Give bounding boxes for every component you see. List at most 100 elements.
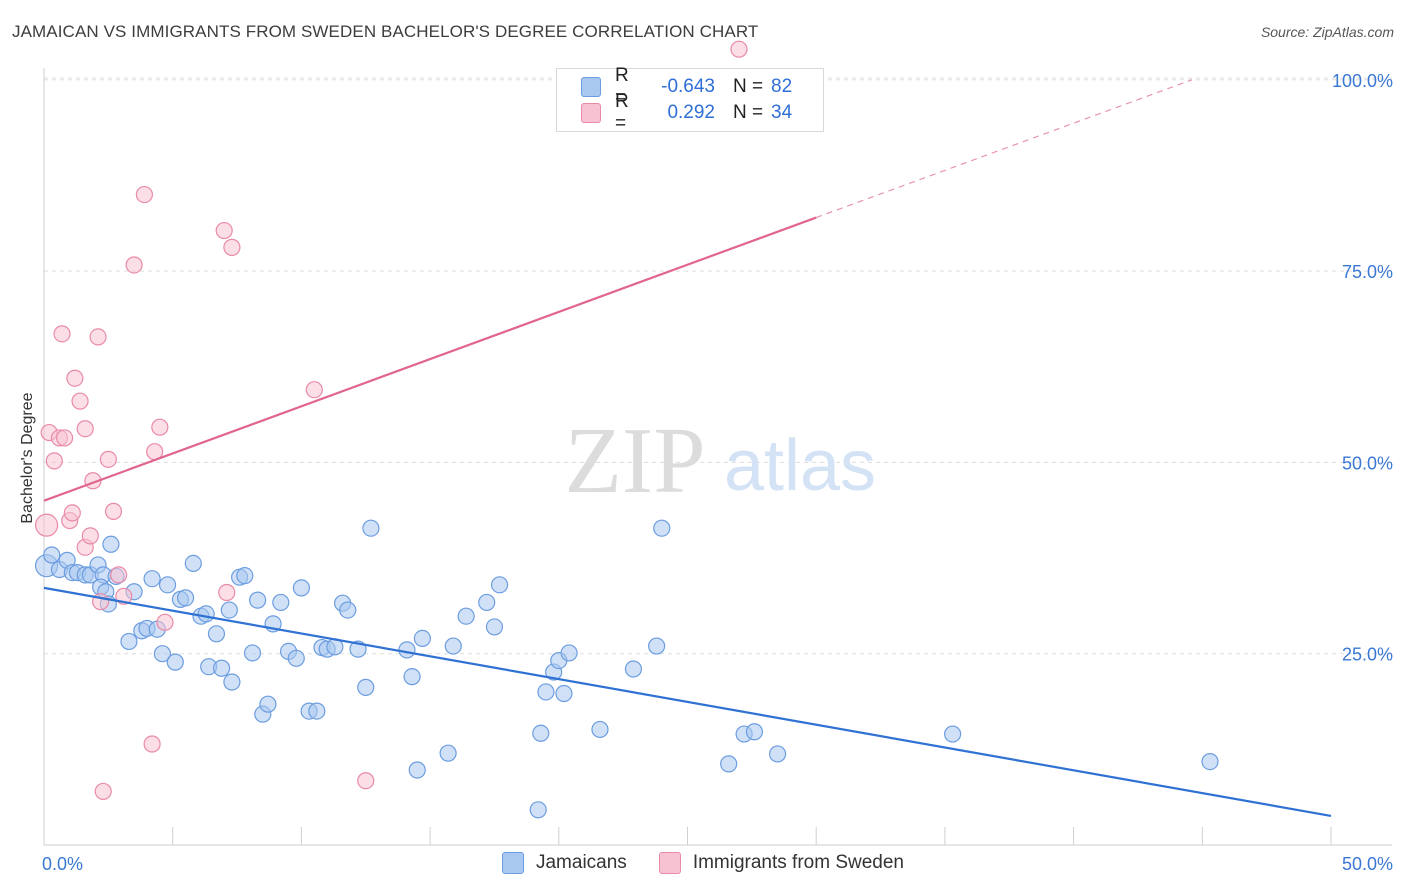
sweden-point xyxy=(104,502,123,520)
sweden-point xyxy=(76,420,94,438)
sweden-point xyxy=(223,238,241,256)
jamaicans-point xyxy=(287,649,305,667)
y-tick-label: 25.0% xyxy=(1342,645,1393,665)
jamaicans-point xyxy=(408,761,426,779)
jamaicans-point xyxy=(176,589,195,607)
jamaicans-point xyxy=(357,678,375,696)
jamaicans-trend-line xyxy=(43,586,1332,818)
jamaicans-point xyxy=(591,720,609,739)
jamaicans-point xyxy=(43,546,61,564)
jamaicans-point xyxy=(243,644,262,662)
jamaicans-point xyxy=(560,644,578,662)
jamaicans-point xyxy=(339,601,357,619)
jamaicans-point xyxy=(532,724,550,742)
y-tick-label: 75.0% xyxy=(1342,262,1393,282)
legend-swatch-jamaicans xyxy=(581,77,601,97)
sweden-point xyxy=(110,566,128,584)
y-tick-label: 50.0% xyxy=(1342,453,1393,473)
x-tick-label: 0.0% xyxy=(42,854,83,874)
sweden-point xyxy=(218,583,236,602)
sweden-point xyxy=(45,452,63,470)
sweden-point xyxy=(81,527,99,545)
sweden-trend-line xyxy=(43,216,817,502)
sweden-point xyxy=(94,782,112,801)
legend-swatch-sweden xyxy=(581,103,601,123)
jamaicans-point xyxy=(308,702,326,720)
jamaicans-point xyxy=(236,567,254,585)
sweden-point xyxy=(89,328,107,346)
y-tick-label: 100.0% xyxy=(1332,71,1393,91)
sweden-point xyxy=(63,504,81,522)
sweden-point xyxy=(125,256,143,274)
tick-labels: 25.0% 50.0% 75.0% 100.0% 0.0% 50.0% xyxy=(42,71,1393,874)
jamaicans-point xyxy=(1201,752,1219,771)
sweden-point xyxy=(34,513,59,537)
sweden-point xyxy=(55,429,74,447)
jamaicans-point xyxy=(120,632,138,651)
jamaicans-point xyxy=(555,684,573,703)
sweden-point xyxy=(71,392,89,410)
legend-row-jamaicans: R = -0.643 N = 82 xyxy=(581,65,793,108)
jamaicans-point xyxy=(490,576,509,594)
jamaicans-point xyxy=(249,591,267,609)
jamaicans-point xyxy=(197,605,215,623)
sweden-point xyxy=(99,450,117,468)
legend-item-jamaicans[interactable]: Jamaicans xyxy=(501,852,627,874)
jamaicans-point xyxy=(213,659,231,677)
source-label: Source: ZipAtlas.com xyxy=(1260,24,1394,40)
jamaicans-point xyxy=(444,637,462,655)
jamaicans-point xyxy=(944,725,962,743)
jamaicans-point xyxy=(720,755,738,773)
jamaicans-point xyxy=(272,593,290,612)
legend-item-sweden[interactable]: Immigrants from Sweden xyxy=(658,852,904,874)
jamaicans-point xyxy=(223,673,241,691)
sweden-point xyxy=(66,369,84,387)
jamaicans-point xyxy=(207,625,226,643)
legend-label-sweden: Immigrants from Sweden xyxy=(692,852,904,873)
trend-lines xyxy=(43,79,1332,818)
jamaicans-point xyxy=(624,660,643,678)
sweden-point xyxy=(151,418,169,436)
legend-n-value: 34 xyxy=(771,102,793,123)
sweden-point xyxy=(305,381,323,399)
watermark-zip: ZIP xyxy=(565,409,706,513)
sweden-point xyxy=(215,221,233,240)
jamaicans-point xyxy=(537,683,555,701)
jamaicans-point xyxy=(259,695,277,713)
jamaicans-point xyxy=(153,645,172,663)
legend-swatch-sweden xyxy=(658,852,681,874)
jamaicans-point xyxy=(398,641,416,659)
jamaicans-point xyxy=(220,601,238,619)
jamaicans-point xyxy=(158,576,177,594)
legend-r-value: -0.643 xyxy=(661,76,715,97)
axes xyxy=(43,68,1392,846)
legend-row-sweden: R = 0.292 N = 34 xyxy=(581,91,793,134)
legend-r-label: R = xyxy=(615,91,629,134)
jamaicans-point xyxy=(529,801,547,819)
watermark: ZIP atlas xyxy=(565,409,877,513)
sweden-point xyxy=(730,40,748,58)
legend-n-value: 82 xyxy=(771,76,793,97)
jamaicans-point xyxy=(745,723,764,741)
jamaicans-point xyxy=(403,668,421,686)
jamaicans-point xyxy=(143,570,161,588)
jamaicans-point xyxy=(478,593,496,612)
sweden-point xyxy=(357,772,375,790)
sweden-point xyxy=(53,325,71,343)
jamaicans-point xyxy=(292,579,310,597)
chart-title: JAMAICAN VS IMMIGRANTS FROM SWEDEN BACHE… xyxy=(12,22,759,41)
sweden-point xyxy=(135,185,153,204)
jamaicans-point xyxy=(102,535,120,553)
sweden-point xyxy=(143,735,161,753)
jamaicans-point xyxy=(362,519,380,537)
legend-n-label: N = xyxy=(733,102,764,123)
legend-label-jamaicans: Jamaicans xyxy=(535,852,627,873)
legend-n-label: N = xyxy=(733,76,764,97)
jamaicans-points xyxy=(34,519,1219,819)
jamaicans-point xyxy=(184,554,202,573)
sweden-point xyxy=(156,613,174,631)
correlation-legend: R = -0.643 N = 82 R = 0.292 N = 34 xyxy=(556,65,824,134)
x-tick-label: 50.0% xyxy=(1342,854,1393,874)
series-legend: Jamaicans Immigrants from Sweden xyxy=(0,852,1406,874)
